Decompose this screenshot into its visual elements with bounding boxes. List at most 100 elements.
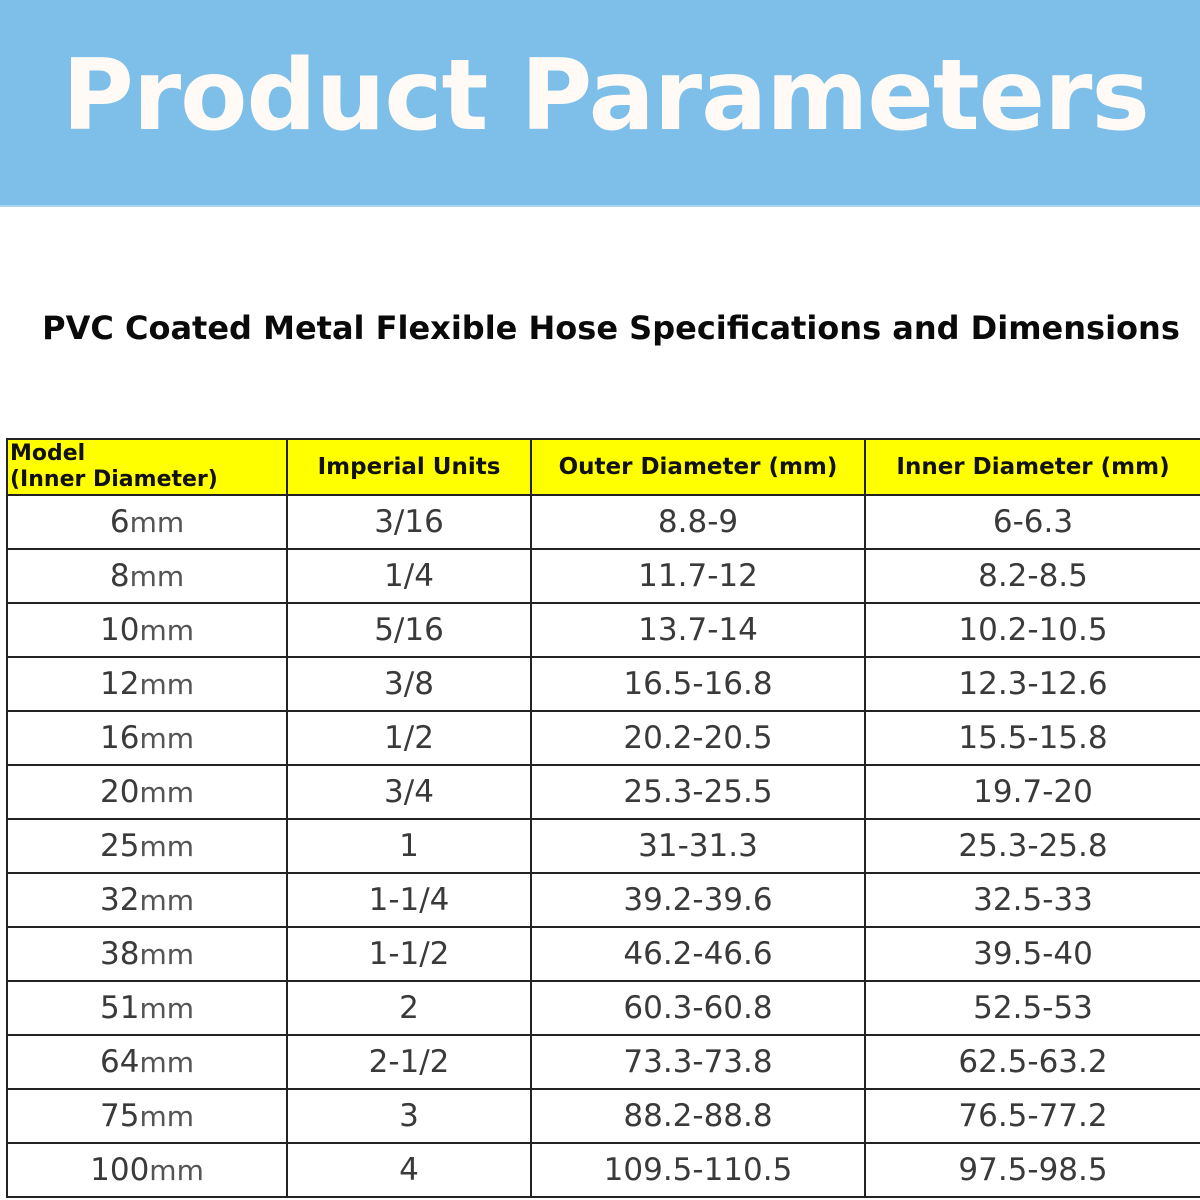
table-header-row: Model (Inner Diameter) Imperial Units Ou… [6, 438, 1200, 496]
inner-diameter-cell: 76.5-77.2 [864, 1088, 1200, 1144]
table-row: 8mm 1/4 11.7-12 8.2-8.5 [6, 548, 1200, 604]
model-value: 16 [99, 720, 140, 756]
title-banner: Product Parameters [0, 0, 1200, 207]
outer-diameter-cell: 8.8-9 [530, 494, 866, 550]
table-subtitle: PVC Coated Metal Flexible Hose Specifica… [42, 309, 1180, 347]
imperial-cell: 5/16 [286, 602, 532, 658]
model-cell: 25mm [6, 818, 288, 874]
imperial-cell: 3/16 [286, 494, 532, 550]
outer-diameter-cell: 13.7-14 [530, 602, 866, 658]
model-value: 8 [109, 558, 130, 594]
outer-diameter-cell: 11.7-12 [530, 548, 866, 604]
model-cell: 10mm [6, 602, 288, 658]
model-cell: 64mm [6, 1034, 288, 1090]
outer-diameter-cell: 46.2-46.6 [530, 926, 866, 982]
model-cell: 16mm [6, 710, 288, 766]
model-cell: 100mm [6, 1142, 288, 1198]
table-row: 38mm 1-1/2 46.2-46.6 39.5-40 [6, 926, 1200, 982]
imperial-cell: 2-1/2 [286, 1034, 532, 1090]
model-cell: 6mm [6, 494, 288, 550]
outer-diameter-cell: 109.5-110.5 [530, 1142, 866, 1198]
imperial-cell: 1-1/2 [286, 926, 532, 982]
inner-diameter-cell: 62.5-63.2 [864, 1034, 1200, 1090]
model-unit: mm [139, 722, 194, 755]
model-unit: mm [139, 614, 194, 647]
table-body: 6mm 3/16 8.8-9 6-6.3 8mm 1/4 11.7-12 8.2-8.5 10m… [6, 494, 1200, 1198]
model-cell: 51mm [6, 980, 288, 1036]
model-unit: mm [139, 1100, 194, 1133]
inner-diameter-cell: 10.2-10.5 [864, 602, 1200, 658]
model-unit: mm [139, 992, 194, 1025]
model-value: 51 [99, 990, 140, 1026]
outer-diameter-cell: 20.2-20.5 [530, 710, 866, 766]
model-unit: mm [129, 506, 185, 539]
model-unit: mm [139, 884, 194, 917]
model-unit: mm [139, 1046, 194, 1079]
model-header-line2: (Inner Diameter) [10, 467, 218, 492]
model-cell: 12mm [6, 656, 288, 712]
model-cell: 32mm [6, 872, 288, 928]
outer-diameter-column-header: Outer Diameter (mm) [530, 438, 866, 496]
table-row: 10mm 5/16 13.7-14 10.2-10.5 [6, 602, 1200, 658]
model-value: 32 [99, 882, 140, 918]
model-column-header: Model (Inner Diameter) [6, 438, 288, 496]
outer-diameter-cell: 60.3-60.8 [530, 980, 866, 1036]
model-header-line1: Model [10, 441, 86, 466]
inner-diameter-cell: 12.3-12.6 [864, 656, 1200, 712]
table-row: 64mm 2-1/2 73.3-73.8 62.5-63.2 [6, 1034, 1200, 1090]
table-row: 6mm 3/16 8.8-9 6-6.3 [6, 494, 1200, 550]
imperial-cell: 2 [286, 980, 532, 1036]
model-value: 64 [99, 1044, 140, 1080]
outer-diameter-cell: 39.2-39.6 [530, 872, 866, 928]
inner-diameter-cell: 6-6.3 [864, 494, 1200, 550]
table-row: 51mm 2 60.3-60.8 52.5-53 [6, 980, 1200, 1036]
model-value: 38 [99, 936, 140, 972]
model-unit: mm [149, 1154, 204, 1187]
model-cell: 20mm [6, 764, 288, 820]
imperial-cell: 3/4 [286, 764, 532, 820]
outer-diameter-cell: 16.5-16.8 [530, 656, 866, 712]
inner-diameter-cell: 39.5-40 [864, 926, 1200, 982]
model-unit: mm [139, 830, 194, 863]
imperial-cell: 3/8 [286, 656, 532, 712]
page-title: Product Parameters [62, 39, 1150, 153]
inner-diameter-cell: 15.5-15.8 [864, 710, 1200, 766]
inner-diameter-cell: 52.5-53 [864, 980, 1200, 1036]
table-row: 75mm 3 88.2-88.8 76.5-77.2 [6, 1088, 1200, 1144]
model-cell: 75mm [6, 1088, 288, 1144]
imperial-cell: 4 [286, 1142, 532, 1198]
table-row: 16mm 1/2 20.2-20.5 15.5-15.8 [6, 710, 1200, 766]
model-cell: 8mm [6, 548, 288, 604]
imperial-column-header: Imperial Units [286, 438, 532, 496]
outer-diameter-cell: 31-31.3 [530, 818, 866, 874]
model-unit: mm [139, 776, 194, 809]
table-row: 32mm 1-1/4 39.2-39.6 32.5-33 [6, 872, 1200, 928]
table-row: 20mm 3/4 25.3-25.5 19.7-20 [6, 764, 1200, 820]
imperial-cell: 1/2 [286, 710, 532, 766]
outer-diameter-cell: 73.3-73.8 [530, 1034, 866, 1090]
model-value: 100 [90, 1152, 150, 1188]
model-value: 20 [99, 774, 140, 810]
inner-diameter-cell: 8.2-8.5 [864, 548, 1200, 604]
table-row: 12mm 3/8 16.5-16.8 12.3-12.6 [6, 656, 1200, 712]
model-value: 12 [99, 666, 140, 702]
imperial-cell: 3 [286, 1088, 532, 1144]
model-value: 6 [109, 504, 130, 540]
inner-diameter-column-header: Inner Diameter (mm) [864, 438, 1200, 496]
imperial-cell: 1/4 [286, 548, 532, 604]
imperial-cell: 1-1/4 [286, 872, 532, 928]
model-unit: mm [139, 938, 194, 971]
imperial-cell: 1 [286, 818, 532, 874]
outer-diameter-cell: 88.2-88.8 [530, 1088, 866, 1144]
specifications-table: Model (Inner Diameter) Imperial Units Ou… [6, 438, 1200, 1198]
model-value: 25 [99, 828, 140, 864]
table-row: 100mm 4 109.5-110.5 97.5-98.5 [6, 1142, 1200, 1198]
inner-diameter-cell: 19.7-20 [864, 764, 1200, 820]
inner-diameter-cell: 25.3-25.8 [864, 818, 1200, 874]
table-row: 25mm 1 31-31.3 25.3-25.8 [6, 818, 1200, 874]
model-unit: mm [129, 560, 185, 593]
outer-diameter-cell: 25.3-25.5 [530, 764, 866, 820]
model-value: 75 [99, 1098, 140, 1134]
model-value: 10 [99, 612, 140, 648]
